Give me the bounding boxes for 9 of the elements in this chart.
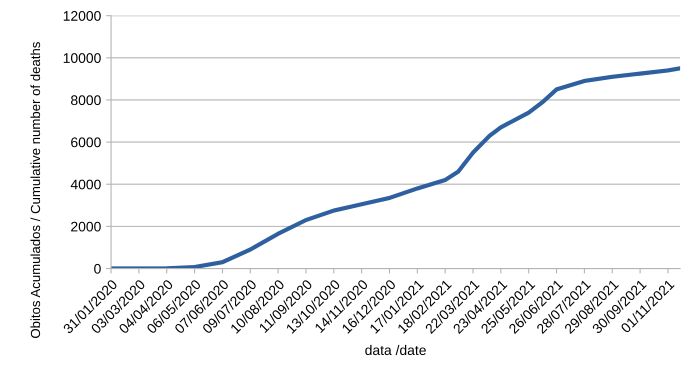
y-tick-label: 0 [94,264,101,274]
y-tick-label: 4000 [70,180,101,190]
y-tick-label: 6000 [71,137,101,148]
x-axis-title: data /date [365,344,426,356]
y-tick-label: 2000 [71,222,101,232]
y-tick-label: 10000 [64,53,101,63]
y-tick-label: 12000 [64,11,101,21]
y-axis-title: Obitos Acumulados / Cumulative number of deaths [30,42,40,338]
y-tick-label: 8000 [71,95,101,106]
